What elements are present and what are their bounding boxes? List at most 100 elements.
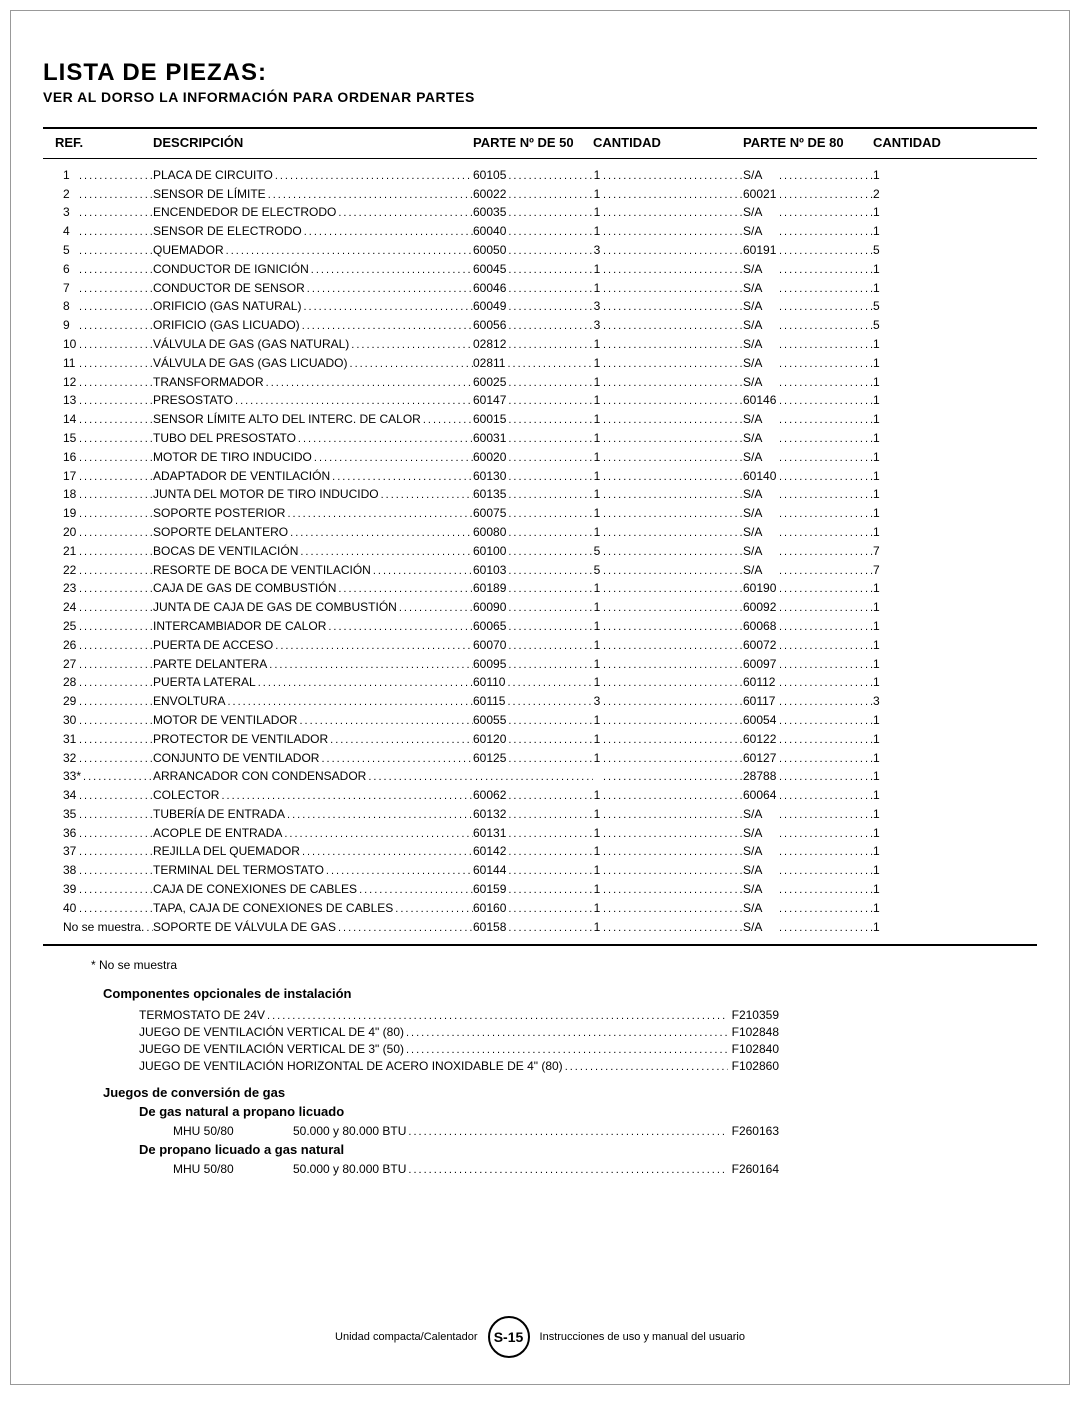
table-row: 7CONDUCTOR DE SENSOR600461S/A1: [43, 276, 1037, 295]
gas2-desc: 50.000 y 80.000 BTU: [293, 1162, 406, 1176]
cell-p50: 60065: [473, 619, 506, 633]
cell-q80: 1: [873, 281, 884, 295]
cell-p50: 60062: [473, 788, 506, 802]
cell-desc: TRANSFORMADOR: [153, 375, 264, 389]
cell-q50: 3: [593, 299, 601, 313]
cell-p80: 60140: [743, 469, 777, 483]
cell-ref: 3: [63, 205, 77, 219]
cell-ref: 7: [63, 281, 77, 295]
cell-ref: No se muestra.: [63, 920, 144, 934]
cell-ref: 9: [63, 318, 77, 332]
cell-p50: 60095: [473, 657, 506, 671]
cell-q80: 1: [873, 732, 884, 746]
cell-q50: 1: [593, 337, 601, 351]
opt-desc: JUEGO DE VENTILACIÓN VERTICAL DE 3" (50): [139, 1042, 404, 1056]
cell-q80: 1: [873, 356, 884, 370]
cell-q80: 2: [873, 187, 884, 201]
cell-desc: PUERTA DE ACCESO: [153, 638, 273, 652]
cell-q80: 1: [873, 788, 884, 802]
cell-desc: ORIFICIO (GAS LICUADO): [153, 318, 300, 332]
cell-desc: CONJUNTO DE VENTILADOR: [153, 751, 319, 765]
gas1-title: De gas natural a propano licuado: [139, 1104, 1037, 1119]
cell-p50: 60103: [473, 563, 506, 577]
cell-q50: 3: [593, 318, 601, 332]
cell-q80: 1: [873, 431, 884, 445]
cell-q50: 1: [593, 657, 601, 671]
table-row: 10VÁLVULA DE GAS (GAS NATURAL)028121S/A1: [43, 332, 1037, 351]
cell-p50: 60130: [473, 469, 506, 483]
table-row: 24JUNTA DE CAJA DE GAS DE COMBUSTIÓN6009…: [43, 595, 1037, 614]
table-row: 22RESORTE DE BOCA DE VENTILACIÓN601035S/…: [43, 558, 1037, 577]
cell-desc: MOTOR DE VENTILADOR: [153, 713, 297, 727]
cell-p80: S/A: [743, 412, 777, 426]
table-row: 38TERMINAL DEL TERMOSTATO601441S/A1: [43, 858, 1037, 877]
cell-q50: 1: [593, 581, 601, 595]
cell-desc: VÁLVULA DE GAS (GAS LICUADO): [153, 356, 348, 370]
cell-q50: 1: [593, 826, 601, 840]
table-row: 17ADAPTADOR DE VENTILACIÓN601301601401: [43, 464, 1037, 483]
cell-ref: 4: [63, 224, 77, 238]
table-row: 34COLECTOR600621600641: [43, 783, 1037, 802]
cell-q80: 1: [873, 882, 884, 896]
cell-desc: PARTE DELANTERA: [153, 657, 267, 671]
cell-p80: S/A: [743, 281, 777, 295]
cell-desc: COLECTOR: [153, 788, 219, 802]
cell-q50: 1: [593, 224, 601, 238]
cell-q50: 1: [593, 262, 601, 276]
cell-ref: 20: [63, 525, 77, 539]
hdr-p50: PARTE Nº DE 50: [473, 135, 593, 150]
cell-q80: 7: [873, 563, 884, 577]
page-title: LISTA DE PIEZAS:: [43, 59, 1037, 87]
cell-desc: ENCENDEDOR DE ELECTRODO: [153, 205, 336, 219]
cell-p50: 60120: [473, 732, 506, 746]
cell-p50: 60125: [473, 751, 506, 765]
cell-ref: 19: [63, 506, 77, 520]
cell-p80: S/A: [743, 525, 777, 539]
table-row: 16MOTOR DE TIRO INDUCIDO600201S/A1: [43, 445, 1037, 464]
cell-ref: 39: [63, 882, 77, 896]
cell-ref: 5: [63, 243, 77, 257]
cell-p50: 60131: [473, 826, 506, 840]
cell-desc: REJILLA DEL QUEMADOR: [153, 844, 300, 858]
leader-dots: [406, 1164, 727, 1176]
cell-p50: 60022: [473, 187, 506, 201]
footer-right: Instrucciones de uso y manual del usuari…: [540, 1331, 745, 1343]
cell-p80: S/A: [743, 205, 777, 219]
gas1-model: MHU 50/80: [173, 1124, 293, 1138]
cell-p50: 60031: [473, 431, 506, 445]
page-number-badge: S-15: [488, 1316, 530, 1358]
cell-p50: 60144: [473, 863, 506, 877]
cell-ref: 8: [63, 299, 77, 313]
cell-p80: S/A: [743, 826, 777, 840]
table-row: 14SENSOR LÍMITE ALTO DEL INTERC. DE CALO…: [43, 407, 1037, 426]
cell-ref: 21: [63, 544, 77, 558]
optional-row: JUEGO DE VENTILACIÓN HORIZONTAL DE ACERO…: [139, 1056, 779, 1073]
table-row: 28PUERTA LATERAL601101601121: [43, 671, 1037, 690]
cell-q50: 1: [593, 863, 601, 877]
cell-p50: 60189: [473, 581, 506, 595]
table-row: 4SENSOR DE ELECTRODO600401S/A1: [43, 219, 1037, 238]
hdr-q80: CANTIDAD: [873, 135, 981, 150]
cell-p80: 60190: [743, 581, 777, 595]
cell-q50: 1: [593, 187, 601, 201]
cell-p80: S/A: [743, 844, 777, 858]
cell-p80: S/A: [743, 375, 777, 389]
cell-q50: 1: [593, 600, 601, 614]
table-row: 40TAPA, CAJA DE CONEXIONES DE CABLES6016…: [43, 896, 1037, 915]
cell-p80: S/A: [743, 262, 777, 276]
cell-q80: 1: [873, 844, 884, 858]
gas-kits-header: Juegos de conversión de gas: [103, 1085, 1037, 1100]
leader-dots: [404, 1027, 728, 1039]
cell-p80: 60064: [743, 788, 777, 802]
cell-q80: 1: [873, 619, 884, 633]
cell-q50: 1: [593, 431, 601, 445]
cell-p80: S/A: [743, 337, 777, 351]
cell-q80: 1: [873, 769, 884, 783]
table-row: 37REJILLA DEL QUEMADOR601421S/A1: [43, 840, 1037, 859]
cell-desc: TUBERÍA DE ENTRADA: [153, 807, 285, 821]
opt-pn: F102860: [728, 1059, 779, 1073]
cell-q50: 1: [593, 920, 601, 934]
cell-q50: 1: [593, 356, 601, 370]
cell-ref: 14: [63, 412, 77, 426]
cell-q80: 1: [873, 751, 884, 765]
